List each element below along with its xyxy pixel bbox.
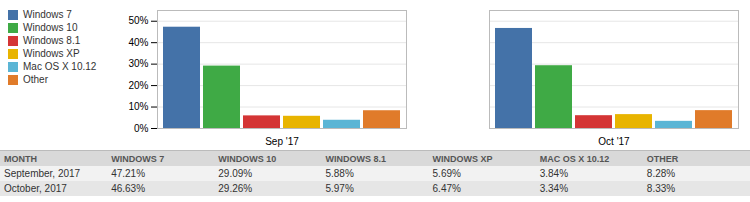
html-text:8.28%: 8.28% — [646, 168, 676, 179]
html-text:OTHER: OTHER — [646, 153, 679, 164]
html-text:Mac OS X 10.12: Mac OS X 10.12 — [23, 61, 97, 72]
svg-text:50%: 50% — [128, 15, 148, 26]
html-text:MAC OS X 10.12: MAC OS X 10.12 — [539, 153, 610, 164]
html-text:6.47%: 6.47% — [432, 183, 461, 194]
html-text:WINDOWS 8.1: WINDOWS 8.1 — [325, 153, 386, 164]
html-text:WINDOWS XP: WINDOWS XP — [432, 153, 493, 164]
html-text:5.88%: 5.88% — [325, 168, 354, 179]
html-text:3.84%: 3.84% — [539, 168, 569, 179]
html-text:Other: Other — [23, 74, 48, 85]
html-text:46.63%: 46.63% — [111, 183, 146, 194]
html-text:October, 2017: October, 2017 — [4, 183, 67, 194]
html-text:47.21%: 47.21% — [111, 168, 146, 179]
html-text:Windows 10: Windows 10 — [23, 22, 78, 33]
html-text:Windows XP: Windows XP — [23, 48, 80, 59]
html-text:Windows 8.1: Windows 8.1 — [23, 35, 81, 46]
html-text:29.09%: 29.09% — [218, 168, 253, 179]
html-text:September, 2017: September, 2017 — [4, 168, 81, 179]
html-text:8.33%: 8.33% — [646, 183, 676, 194]
svg-text:30%: 30% — [128, 58, 148, 69]
svg-text:10%: 10% — [128, 101, 148, 112]
html-text:3.34%: 3.34% — [539, 183, 569, 194]
svg-text:Oct '17: Oct '17 — [598, 136, 630, 147]
svg-text:40%: 40% — [128, 37, 148, 48]
svg-text:Sep '17: Sep '17 — [265, 136, 299, 147]
html-text:5.97%: 5.97% — [325, 183, 354, 194]
html-text:MONTH: MONTH — [4, 153, 37, 164]
html-text:WINDOWS 10: WINDOWS 10 — [218, 153, 277, 164]
svg-text:20%: 20% — [128, 80, 148, 91]
html-text:5.69%: 5.69% — [432, 168, 461, 179]
svg-text:0%: 0% — [134, 123, 149, 134]
html-text:WINDOWS 7: WINDOWS 7 — [111, 153, 165, 164]
html-text:29.26%: 29.26% — [218, 183, 253, 194]
html-text:Windows 7: Windows 7 — [23, 9, 72, 20]
